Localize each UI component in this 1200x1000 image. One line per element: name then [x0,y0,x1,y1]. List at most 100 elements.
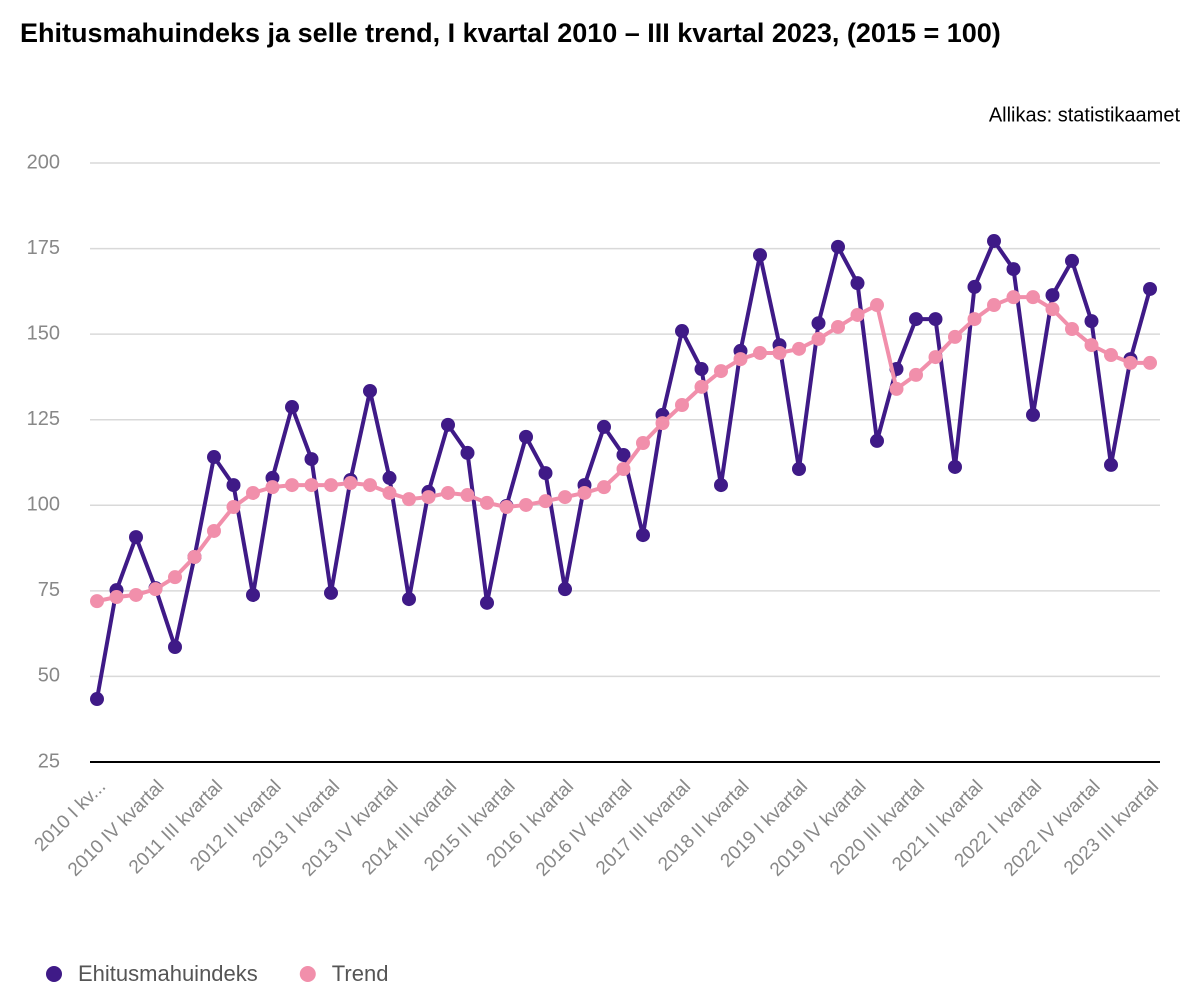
y-tick-label: 100 [27,494,60,516]
point [675,397,689,412]
point [324,478,338,493]
point [90,594,104,609]
point [480,595,494,610]
point [129,530,143,545]
point [850,276,865,291]
point [675,324,689,339]
point [1045,302,1060,317]
point [714,478,728,493]
point [538,494,553,509]
point [207,523,221,538]
point [792,462,806,477]
chart-title: Ehitusmahuindeks ja selle trend, I kvart… [20,18,1001,48]
point [226,478,241,493]
y-tick-label: 75 [38,579,60,601]
y-tick-label: 25 [38,750,60,772]
point [363,478,377,493]
point [558,582,572,597]
point [1006,290,1021,305]
point [499,499,514,514]
point [636,435,650,450]
point [187,549,202,564]
point [1065,322,1079,337]
point [168,570,182,585]
point [265,480,280,495]
point [714,364,728,379]
y-tick-label: 200 [27,151,60,173]
point [870,298,884,313]
point [207,450,221,465]
legend-label: Ehitusmahuindeks [78,961,258,986]
point [1104,457,1118,472]
y-tick-label: 50 [38,665,60,687]
point [967,312,982,327]
point [480,495,494,510]
point [519,497,533,512]
point [148,582,163,597]
y-tick-label: 150 [27,322,60,344]
point [948,329,962,344]
point [1143,355,1157,370]
point [655,416,670,431]
y-tick-label: 175 [27,237,60,259]
point [987,234,1001,249]
point [109,590,124,605]
point [831,239,845,254]
point [597,480,611,495]
point [928,312,943,327]
point [246,485,260,500]
point [441,417,455,432]
point [1065,253,1079,268]
point [831,319,845,334]
point [753,345,767,360]
point [1123,355,1138,370]
point [987,298,1001,313]
point [441,485,455,500]
point [811,331,826,346]
point [324,585,338,600]
point [1084,338,1099,353]
point [519,429,533,444]
point [909,367,923,382]
point [402,492,416,507]
point [850,307,865,322]
point [1045,288,1060,303]
point [772,345,787,360]
point [577,485,592,500]
point [1026,407,1040,422]
point [90,692,104,707]
point [382,470,397,485]
point [538,466,553,481]
point [460,445,475,460]
legend-marker [46,966,62,982]
point [246,587,260,602]
point [1143,281,1157,296]
point [343,476,358,491]
point [1104,348,1118,363]
point [1006,262,1021,277]
point [382,485,397,500]
point [304,478,319,493]
point [967,279,982,294]
point [226,499,241,514]
point [616,462,631,477]
point [792,341,806,356]
point [928,350,943,365]
point [304,452,319,467]
point [694,379,709,394]
point [636,528,650,543]
point [129,587,143,602]
point [421,490,436,505]
legend-label: Trend [332,961,389,986]
point [889,381,904,396]
point [1084,314,1099,329]
point [909,312,923,327]
point [168,639,182,654]
point [870,433,884,448]
point [402,592,416,607]
point [753,248,767,263]
point [285,400,299,415]
point [733,352,748,367]
